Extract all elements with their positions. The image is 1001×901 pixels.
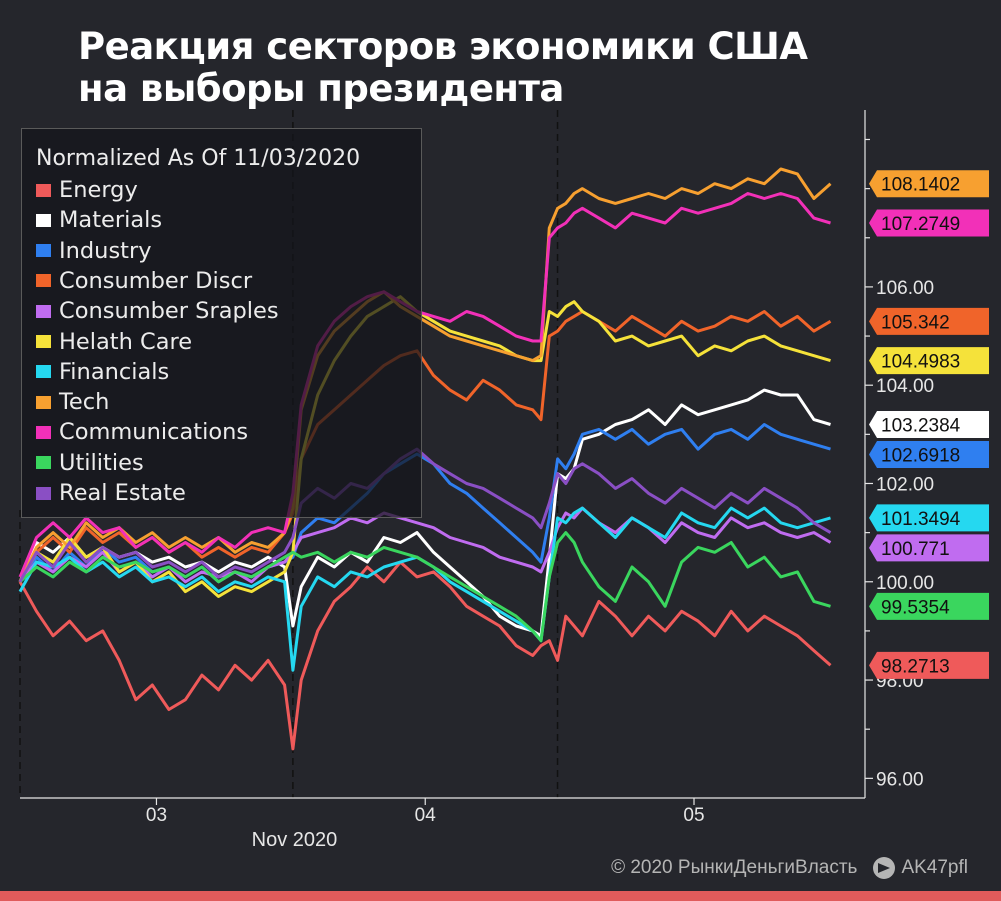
- legend-label: Helath Care: [59, 328, 193, 355]
- legend-label: Communications: [59, 419, 249, 446]
- legend-item: Tech: [36, 389, 109, 415]
- legend-swatch: [36, 183, 51, 197]
- series-line-materials: [18, 388, 831, 638]
- legend-swatch: [36, 456, 51, 470]
- legend-swatch: [36, 365, 51, 379]
- legend-swatch: [36, 244, 51, 258]
- value-tag-label: 107.2749: [881, 214, 960, 235]
- value-tag-label: 108.1402: [881, 175, 960, 196]
- series-line-tech: [18, 167, 832, 583]
- legend-label: Consumber Sraples: [59, 298, 279, 325]
- legend-item: Helath Care: [36, 329, 192, 355]
- legend-item: Industry: [36, 238, 152, 264]
- legend-label: Real Estate: [59, 480, 186, 506]
- y-tick-label: 104.00: [876, 376, 934, 397]
- footer: © 2020 РынкиДеньгиВласть AK47pfl: [611, 857, 968, 879]
- legend-swatch: [36, 274, 51, 288]
- legend-item: Consumber Discr: [36, 268, 252, 294]
- telegram-icon: [873, 857, 896, 879]
- legend-label: Consumber Discr: [59, 267, 253, 294]
- series-line-helath-care: [18, 295, 831, 598]
- value-tag: [869, 170, 989, 198]
- x-tick-label: 03: [146, 805, 167, 826]
- bottom-accent-bar: [0, 891, 1001, 901]
- x-axis-label: Nov 2020: [252, 829, 338, 851]
- y-tick-label: 96.00: [876, 769, 924, 790]
- legend-label: Utilities: [59, 449, 144, 476]
- legend-label: Industry: [59, 237, 152, 264]
- series-line-communications: [18, 192, 831, 578]
- legend-swatch: [36, 304, 51, 318]
- value-tag-label: 98.2713: [881, 656, 950, 677]
- legend-label: Tech: [59, 389, 110, 416]
- series-line-financials: [18, 506, 831, 672]
- value-tag: [869, 504, 989, 532]
- legend-swatch: [36, 395, 51, 409]
- chart-title: Реакция секторов экономики США на выборы…: [78, 25, 808, 110]
- value-tag-label: 101.3494: [881, 509, 961, 530]
- legend-title: Normalized As Of 11/03/2020: [36, 146, 361, 171]
- value-tag: [869, 441, 989, 469]
- legend-swatch: [36, 425, 51, 439]
- series-line-real-estate: [18, 447, 832, 583]
- series-line-energy: [18, 560, 832, 751]
- legend-swatch: [36, 335, 51, 348]
- x-tick-label: 05: [683, 805, 704, 826]
- legend-swatch: [36, 213, 51, 227]
- value-tag: [869, 209, 989, 237]
- value-tag-label: 99.5354: [881, 597, 950, 618]
- copyright-text: © 2020 РынкиДеньгиВласть: [611, 857, 858, 878]
- legend-item: Utilities: [36, 450, 144, 476]
- value-tag: [869, 347, 989, 375]
- legend-item: Financials: [36, 359, 169, 385]
- value-tag-label: 103.2384: [881, 416, 961, 437]
- value-tag: [869, 592, 989, 620]
- value-tag: [869, 411, 989, 439]
- series-line-utilities: [18, 531, 831, 643]
- telegram-handle: AK47pfl: [901, 857, 968, 878]
- value-tag: [869, 534, 989, 562]
- y-tick-label: 102.00: [876, 474, 934, 495]
- value-tag-label: 105.342: [881, 312, 950, 333]
- legend-item: Energy: [36, 177, 138, 203]
- chart-legend: Normalized As Of 11/03/2020 Energy Materi…: [21, 128, 422, 518]
- legend-label: Financials: [59, 358, 170, 385]
- y-tick-label: 106.00: [876, 278, 934, 299]
- x-tick-label: 04: [415, 805, 437, 826]
- legend-label: Energy: [59, 177, 138, 203]
- value-tag-label: 104.4983: [881, 352, 960, 373]
- legend-label: Materials: [59, 207, 163, 234]
- value-tag: [869, 651, 989, 679]
- legend-item: Communications: [36, 419, 248, 445]
- y-tick-label: 100.00: [876, 573, 934, 594]
- value-tag: [869, 307, 989, 335]
- legend-item: Real Estate: [36, 480, 186, 506]
- legend-swatch: [36, 486, 51, 500]
- value-tag-label: 102.6918: [881, 446, 960, 467]
- legend-item: Consumber Sraples: [36, 298, 279, 324]
- legend-item: Materials: [36, 207, 162, 233]
- value-tag-label: 100.771: [881, 539, 950, 560]
